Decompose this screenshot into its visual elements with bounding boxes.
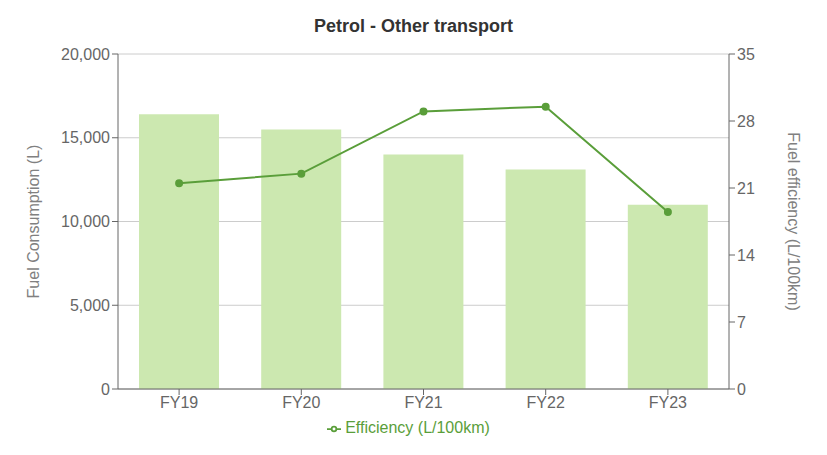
- svg-text:Fuel Consumption (L): Fuel Consumption (L): [25, 145, 42, 299]
- svg-text:15,000: 15,000: [61, 129, 110, 146]
- svg-text:FY19: FY19: [160, 394, 198, 411]
- svg-text:20,000: 20,000: [61, 46, 110, 63]
- svg-text:21: 21: [737, 180, 755, 197]
- svg-text:0: 0: [101, 381, 110, 398]
- svg-text:7: 7: [737, 314, 746, 331]
- svg-text:FY23: FY23: [649, 394, 687, 411]
- svg-text:35: 35: [737, 46, 755, 63]
- html-text:Petrol - Other transport: Petrol - Other transport: [314, 16, 513, 36]
- svg-text:FY21: FY21: [404, 394, 442, 411]
- svg-text:28: 28: [737, 113, 755, 130]
- svg-text:0: 0: [737, 381, 746, 398]
- svg-text:5,000: 5,000: [70, 297, 110, 314]
- svg-text:FY22: FY22: [527, 394, 565, 411]
- svg-text:10,000: 10,000: [61, 213, 110, 230]
- svg-text:Fuel efficiency (L/100km): Fuel efficiency (L/100km): [785, 132, 802, 310]
- html-text:Efficiency (L/100km): Efficiency (L/100km): [345, 419, 490, 436]
- svg-text:14: 14: [737, 247, 755, 264]
- svg-text:FY20: FY20: [282, 394, 320, 411]
